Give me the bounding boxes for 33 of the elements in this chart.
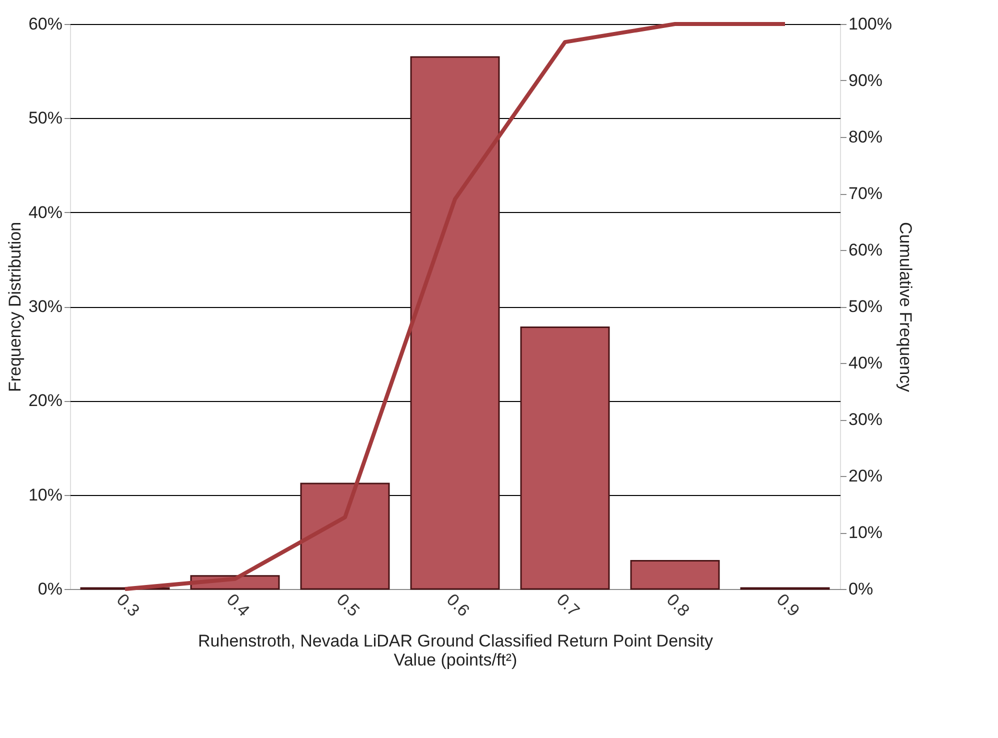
x-tick-label: 0.9 — [772, 590, 804, 620]
y2-tick-label: 80% — [848, 128, 883, 146]
x-tick-label: 0.5 — [332, 590, 364, 620]
bar — [410, 56, 500, 590]
x-tick-label: 0.3 — [112, 590, 144, 620]
y2-tick-label: 100% — [848, 14, 892, 34]
x-tick-label: 0.4 — [222, 590, 254, 620]
y2-axis-title: Cumulative Frequency — [896, 222, 915, 393]
y2-tick-label: 10% — [848, 523, 883, 542]
y-tick-label: 60% — [28, 14, 62, 34]
y-tick-label: 50% — [28, 108, 62, 128]
y-tick-label: 40% — [28, 202, 62, 222]
y-axis-title: Frequency Distribution — [5, 222, 24, 392]
y2-tick-label: 60% — [848, 240, 883, 260]
y-tick-label: 30% — [28, 297, 62, 316]
y2-tick-label: 70% — [848, 184, 883, 203]
y2-tick-label: 30% — [848, 410, 883, 429]
y2-tick-label: 40% — [848, 354, 883, 372]
y-tick-label: 20% — [28, 391, 62, 410]
y2-tick-label: 20% — [848, 466, 883, 486]
y2-tick-label: 50% — [848, 297, 883, 316]
x-tick-label: 0.8 — [662, 590, 694, 620]
x-tick-label: 0.6 — [442, 590, 474, 620]
bar — [300, 482, 390, 590]
y-tick-label: 0% — [38, 580, 62, 598]
x-tick-label: 0.7 — [552, 590, 584, 620]
line-series — [123, 22, 787, 591]
y2-tick-label: 0% — [848, 580, 874, 598]
y2-tick-label: 90% — [848, 71, 883, 90]
bar — [520, 326, 610, 590]
bar — [630, 560, 720, 590]
x-axis-title: Ruhenstroth, Nevada LiDAR Ground Classified Return Point Density Value (points/ft²) — [198, 632, 714, 670]
y-tick-label: 10% — [28, 485, 62, 504]
